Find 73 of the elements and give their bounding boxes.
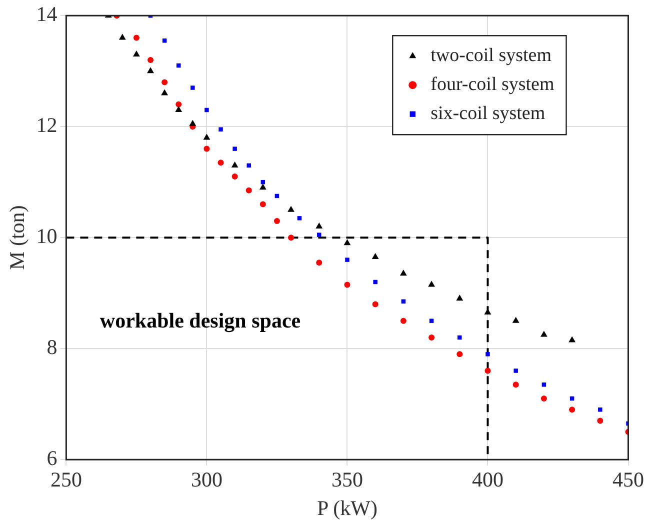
point xyxy=(429,318,434,323)
point xyxy=(162,79,168,86)
point xyxy=(132,50,140,56)
point xyxy=(486,352,490,356)
x-tick-label: 300 xyxy=(190,468,222,492)
point xyxy=(246,163,251,168)
point xyxy=(204,108,209,112)
point xyxy=(176,101,182,108)
point xyxy=(232,174,238,180)
y-tick-label: 8 xyxy=(46,335,58,360)
point xyxy=(288,206,294,212)
x-tick-label: 450 xyxy=(612,468,644,492)
point xyxy=(218,127,223,132)
point xyxy=(484,368,491,374)
legend-label: six-coil system xyxy=(430,103,546,124)
point xyxy=(428,334,435,340)
point xyxy=(189,120,196,126)
point xyxy=(133,34,140,41)
y-tick-label: 12 xyxy=(36,113,58,138)
y-axis-title: M (ton) xyxy=(5,205,30,270)
y-tick-label: 14 xyxy=(36,2,58,26)
point xyxy=(569,406,576,413)
point xyxy=(597,418,604,424)
point xyxy=(456,351,463,358)
point xyxy=(260,201,266,208)
x-axis-title: P (kW) xyxy=(316,496,378,520)
point xyxy=(288,234,294,241)
point xyxy=(148,57,154,63)
point xyxy=(458,335,462,340)
point xyxy=(400,270,407,276)
point xyxy=(203,134,210,140)
point xyxy=(373,280,378,284)
point xyxy=(316,222,323,228)
point xyxy=(512,382,519,388)
annotation: workable design space xyxy=(100,308,301,332)
y-tick-label: 6 xyxy=(46,446,58,470)
point xyxy=(317,232,322,237)
point xyxy=(400,318,406,324)
point xyxy=(484,308,492,315)
point xyxy=(259,184,266,190)
legend-label: four-coil system xyxy=(430,74,554,96)
point xyxy=(542,382,546,387)
point xyxy=(175,106,182,112)
point xyxy=(274,218,280,224)
x-tick-label: 350 xyxy=(331,468,363,492)
point xyxy=(147,67,154,74)
point xyxy=(372,301,378,308)
point xyxy=(456,294,464,301)
point xyxy=(232,146,237,151)
point xyxy=(428,280,435,287)
point xyxy=(297,216,302,220)
point xyxy=(204,146,210,152)
point xyxy=(218,160,224,166)
point xyxy=(118,34,126,40)
legend-label: two-coil system xyxy=(430,45,552,66)
point xyxy=(231,161,238,168)
point xyxy=(344,282,350,288)
x-tick-label: 400 xyxy=(472,468,504,492)
point xyxy=(512,316,520,323)
point xyxy=(568,336,576,342)
point xyxy=(316,260,322,266)
point xyxy=(514,368,518,373)
point xyxy=(372,253,379,260)
point xyxy=(540,330,548,337)
point xyxy=(246,187,252,194)
point xyxy=(598,408,602,412)
point xyxy=(345,258,350,262)
point xyxy=(540,396,547,402)
point xyxy=(344,239,351,246)
point xyxy=(161,89,168,96)
x-tick-label: 250 xyxy=(50,468,82,492)
y-tick-label: 10 xyxy=(36,224,58,248)
point xyxy=(190,86,195,90)
